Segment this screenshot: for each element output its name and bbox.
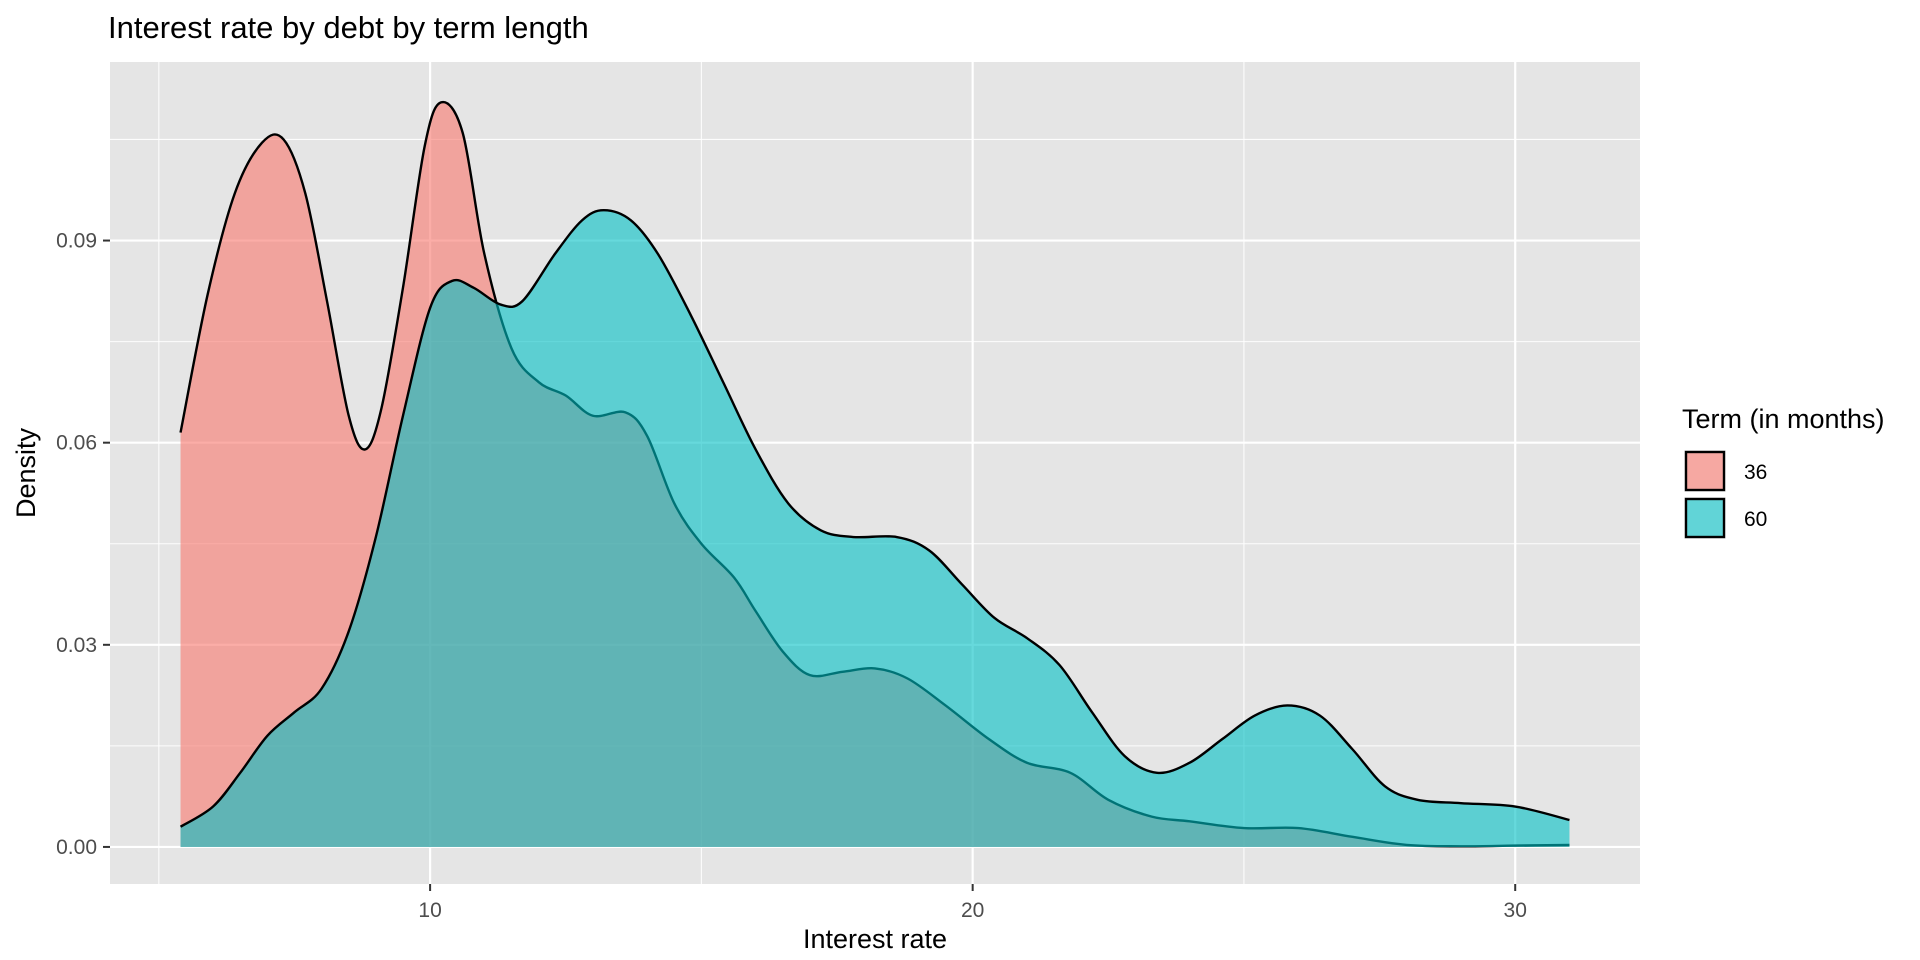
x-tick-label-1: 20 [961,899,984,922]
legend-swatch-60 [1684,497,1726,539]
y-tick-label-3: 0.09 [56,230,97,253]
x-axis-title: Interest rate [803,924,947,954]
density-areas [179,100,1570,848]
legend-items: 36 60 [1684,450,1767,539]
x-tick-label-0: 10 [418,899,441,922]
y-axis-title: Density [11,427,41,518]
density-line-60 [179,209,1570,828]
y-tick-label-0: 0.00 [56,836,97,859]
chart-title: Interest rate by debt by term length [108,10,589,45]
y-axis: 0.00 0.03 0.06 0.09 [56,230,110,859]
density-area-60 [180,210,1570,847]
x-tick-label-2: 30 [1504,899,1527,922]
y-tick-label-2: 0.06 [56,432,97,455]
legend-swatch-36 [1684,450,1726,492]
legend-label-36: 36 [1744,461,1767,484]
legend: Term (in months) 36 60 [1682,404,1885,539]
legend-label-60: 60 [1744,508,1767,531]
legend-title: Term (in months) [1682,404,1885,434]
y-tick-label-1: 0.03 [56,634,97,657]
x-axis: 10 20 30 [418,884,1527,922]
